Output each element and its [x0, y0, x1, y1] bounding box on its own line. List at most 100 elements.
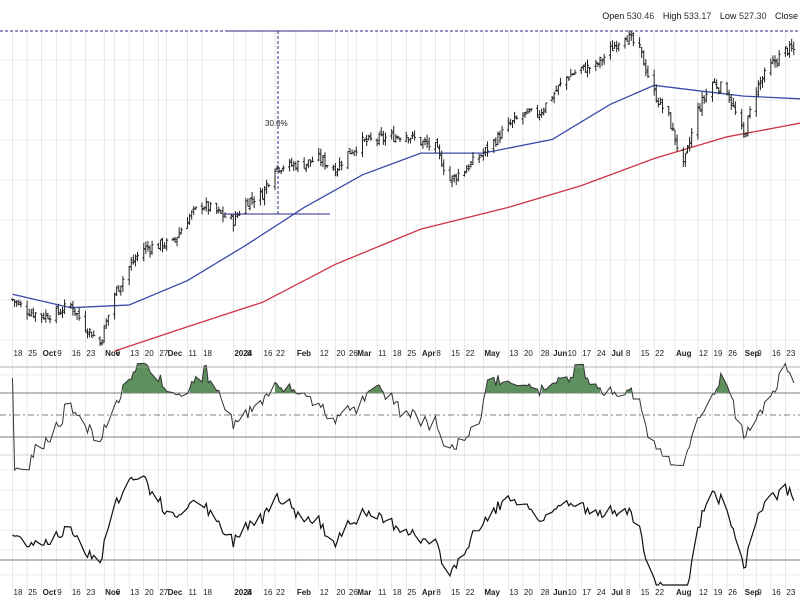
x-tick-label: 8 [626, 588, 631, 597]
price-bar [175, 236, 179, 247]
price-bar [279, 169, 283, 175]
x-tick-label: 22 [276, 349, 285, 358]
price-bar [375, 138, 379, 147]
moving-average-short [12, 84, 800, 309]
price-bar [792, 41, 796, 56]
x-tick-label: May [484, 588, 500, 597]
price-bar [217, 206, 221, 214]
price-bar [513, 111, 517, 124]
x-tick-label: 2024 [234, 588, 252, 597]
price-bar [267, 184, 271, 188]
x-tick-label: 18 [203, 588, 212, 597]
price-bar [31, 307, 35, 318]
x-tick-label: 20 [336, 588, 345, 597]
price-bar [704, 88, 708, 103]
x-tick-label: 19 [714, 588, 723, 597]
x-tick-label: 18 [203, 349, 212, 358]
price-bar [713, 78, 717, 84]
x-tick-label: Dec [168, 349, 183, 358]
price-bar [340, 160, 344, 171]
price-bar [265, 179, 269, 195]
price-bar [452, 174, 456, 183]
x-tick-label: Sep [745, 349, 760, 358]
price-bar [777, 50, 781, 67]
x-tick-label: 28 [541, 588, 550, 597]
price-bar [13, 299, 17, 308]
price-bar [423, 137, 427, 146]
oscillator-overbought-fill [122, 363, 730, 393]
x-tick-label: 25 [407, 588, 416, 597]
x-tick-label: 22 [655, 349, 664, 358]
price-bar [148, 245, 152, 258]
x-tick-label: 13 [509, 588, 518, 597]
price-bar [394, 134, 398, 143]
price-bar [481, 148, 485, 161]
price-bar [296, 160, 300, 173]
price-bar [786, 47, 789, 56]
x-tick-label: Mar [357, 349, 371, 358]
price-bar [661, 98, 664, 114]
price-bar [681, 147, 685, 167]
price-bar [442, 159, 446, 176]
x-tick-label: 8 [247, 349, 252, 358]
price-bar [171, 237, 175, 241]
x-tick-label: 12 [320, 588, 329, 597]
price-bar [596, 62, 600, 67]
price-bar [638, 37, 642, 49]
price-bar [121, 276, 125, 293]
price-bar [702, 95, 706, 105]
price-bar [754, 87, 758, 117]
price-bar [731, 97, 735, 108]
price-bar [683, 152, 687, 167]
price-bar [448, 166, 452, 182]
price-bar [413, 130, 417, 141]
price-bar [608, 41, 612, 60]
price-bar [696, 102, 700, 140]
price-bar [492, 138, 496, 154]
x-tick-label: 8 [247, 588, 252, 597]
price-bar [496, 131, 500, 146]
price-bar [411, 131, 414, 139]
price-bar [117, 285, 121, 292]
price-bar [365, 134, 369, 147]
price-bar [667, 106, 671, 117]
price-bar [744, 132, 748, 138]
price-bar [248, 198, 252, 211]
price-bar [396, 135, 400, 139]
overbought-area [716, 373, 730, 393]
price-bar [515, 115, 519, 120]
price-bar [281, 165, 285, 172]
x-tick-label: May [484, 349, 500, 358]
x-tick-label: Feb [297, 349, 311, 358]
price-bar [177, 227, 181, 238]
x-tick-label: Mar [357, 588, 371, 597]
price-bar [294, 161, 298, 171]
price-bar [338, 157, 342, 171]
x-tick-label: Sep [745, 588, 760, 597]
price-bar [525, 108, 529, 115]
x-tick-label: Jun [553, 349, 567, 358]
price-bar [698, 103, 702, 112]
price-bar [438, 144, 442, 160]
price-bar [48, 315, 52, 324]
ohlc-quote: Open 530.46 High 533.17 Low 527.30 Close [602, 11, 798, 21]
price-bar [229, 214, 233, 220]
indicator-line [12, 475, 795, 586]
price-bar [273, 168, 277, 191]
x-tick-label: 13 [130, 588, 139, 597]
price-bars [11, 30, 796, 346]
price-bar [542, 107, 546, 116]
price-bar [565, 76, 569, 91]
price-bar [292, 160, 296, 172]
x-tick-label: 9 [757, 349, 762, 358]
price-bar [173, 236, 177, 243]
x-tick-label: 18 [14, 588, 23, 597]
price-bar [106, 314, 110, 326]
price-bar [611, 40, 614, 52]
price-bar [483, 147, 487, 157]
x-tick-label: 9 [57, 349, 62, 358]
overbought-area [541, 364, 600, 393]
high-label: High [662, 11, 682, 21]
price-bar [202, 206, 206, 211]
